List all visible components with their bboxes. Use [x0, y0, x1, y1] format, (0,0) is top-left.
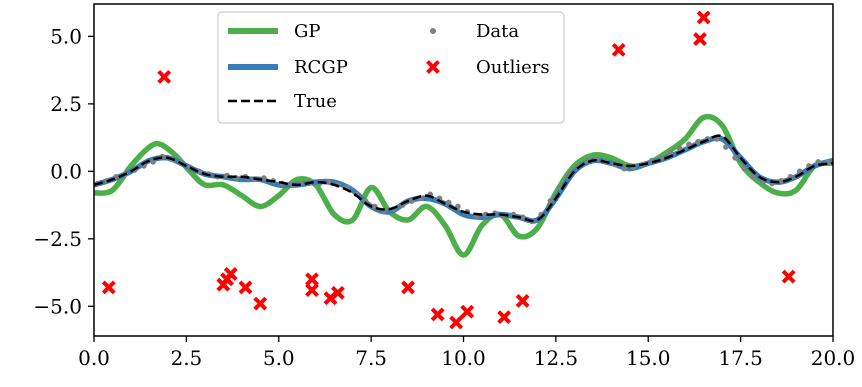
data-point [787, 173, 794, 180]
outlier-stroke [611, 42, 626, 57]
data-point [695, 138, 701, 145]
x-tick-label: 5.0 [263, 346, 295, 370]
outlier-stroke [426, 60, 440, 74]
data-point [362, 198, 369, 204]
outlier-stroke [330, 285, 345, 300]
x-tick-label: 12.5 [534, 346, 579, 370]
data-point [686, 141, 692, 148]
data-point [815, 159, 822, 165]
outlier-stroke [253, 296, 268, 311]
legend-label-true: True [294, 91, 337, 112]
outlier-point [101, 280, 116, 295]
legend-box [217, 11, 565, 124]
data-point [445, 199, 452, 206]
x-tick-label: 15.0 [626, 346, 671, 370]
outlier-stroke [460, 304, 475, 319]
outlier-point [515, 293, 530, 308]
outlier-stroke [223, 267, 238, 281]
outlier-point [460, 304, 475, 319]
outlier-stroke [497, 310, 512, 325]
data-point [732, 155, 738, 161]
legend-label-rcgp: RCGP [294, 57, 348, 78]
outlier-point [781, 269, 796, 284]
y-tick-label: 0.0 [50, 159, 82, 183]
series-gp-line [93, 113, 834, 258]
data-point [519, 214, 526, 221]
outlier-point [693, 32, 707, 47]
outlier-stroke [401, 280, 415, 295]
series-rcgp-line [93, 135, 834, 224]
outlier-point [430, 307, 445, 322]
data-point [676, 145, 683, 152]
data-point [778, 177, 785, 184]
legend-label-gp: GP [294, 21, 321, 42]
data-point [150, 159, 156, 165]
data-point [741, 165, 748, 172]
outlier-point [253, 296, 268, 311]
outlier-stroke [449, 315, 464, 330]
outlier-stroke [696, 10, 711, 25]
x-tick-label: 20.0 [811, 346, 856, 370]
data-point [556, 184, 563, 191]
outlier-point [305, 283, 319, 298]
data-point [667, 149, 674, 156]
data-point [261, 175, 267, 181]
x-tick-label: 10.0 [441, 346, 486, 370]
legend-swatch-data [430, 28, 436, 34]
outlier-stroke [781, 269, 796, 284]
outlier-stroke [101, 280, 116, 295]
outlier-point [238, 280, 253, 295]
outlier-point [223, 267, 238, 281]
outlier-point [157, 69, 172, 84]
outlier-stroke [157, 69, 172, 84]
legend-label-outliers: Outliers [476, 57, 550, 78]
x-tick-label: 0.0 [78, 346, 110, 370]
outlier-point [330, 285, 345, 300]
data-point [713, 136, 720, 142]
outlier-stroke [515, 293, 530, 308]
outlier-stroke [693, 32, 707, 47]
outlier-stroke [305, 283, 319, 298]
outlier-point [696, 10, 711, 25]
outlier-point [611, 42, 626, 57]
outlier-point [449, 315, 464, 330]
legend-swatch-outliers [426, 60, 440, 74]
data-point [750, 173, 757, 180]
plot-area [93, 10, 834, 330]
outlier-stroke [305, 272, 319, 287]
x-axis-ticks: 0.0 2.5 5.0 7.5 10.0 12.5 15.0 17.5 20.0 [78, 336, 855, 370]
x-tick-label: 7.5 [355, 346, 387, 370]
outlier-stroke [430, 307, 445, 322]
outlier-point [497, 310, 512, 325]
y-tick-label: −2.5 [33, 227, 82, 251]
outlier-point [401, 280, 415, 295]
outlier-stroke [238, 280, 253, 295]
series-true-line [93, 134, 834, 223]
plot-frame [93, 3, 834, 337]
y-tick-label: −5.0 [33, 294, 82, 318]
data-point [482, 211, 489, 218]
y-tick-label: 2.5 [50, 92, 82, 116]
data-point [621, 165, 628, 172]
x-tick-label: 17.5 [718, 346, 763, 370]
outlier-point [305, 272, 319, 287]
y-axis-ticks: 5.0 2.5 0.0 −2.5 −5.0 [33, 24, 94, 318]
legend: GP RCGP True Data Outliers [217, 11, 565, 124]
legend-label-data: Data [476, 21, 519, 42]
y-tick-label: 5.0 [50, 24, 82, 48]
data-point [325, 179, 332, 185]
x-tick-label: 2.5 [170, 346, 202, 370]
data-point [196, 168, 203, 175]
data-point [547, 198, 554, 204]
data-point [723, 144, 729, 150]
